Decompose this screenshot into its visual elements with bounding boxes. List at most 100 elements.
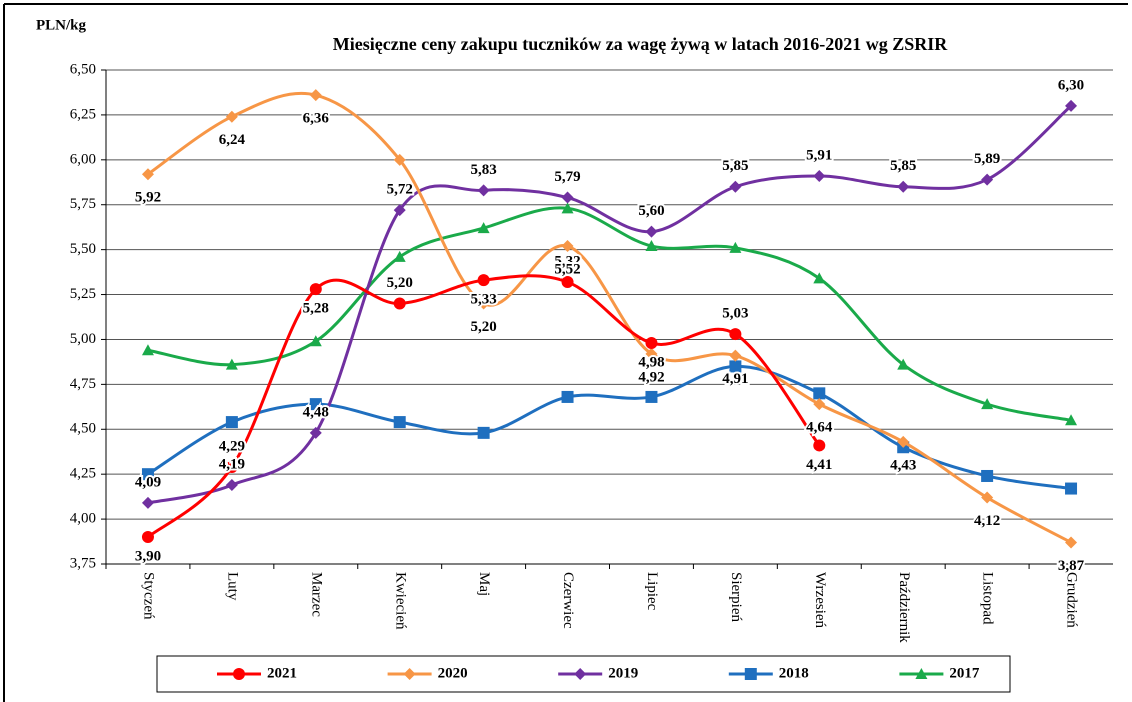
marker: [141, 344, 154, 356]
y-tick-label: 4,25: [70, 466, 96, 482]
x-tick-label: Styczeń: [141, 572, 157, 620]
marker: [225, 358, 238, 370]
y-tick-label: 5,25: [70, 286, 96, 302]
marker: [477, 426, 490, 439]
marker: [574, 668, 587, 680]
marker: [813, 439, 826, 452]
marker: [897, 180, 910, 193]
data-label: 4,64: [806, 420, 833, 436]
data-label: 4,91: [722, 371, 748, 387]
marker: [403, 668, 416, 680]
data-label: 5,33: [471, 292, 497, 308]
data-label: 5,72: [387, 182, 413, 198]
marker: [561, 390, 574, 403]
data-label: 5,28: [303, 301, 329, 317]
data-label: 4,41: [806, 457, 832, 473]
data-label: 5,89: [974, 151, 1000, 167]
marker: [561, 240, 574, 253]
marker: [225, 110, 238, 123]
data-label: 5,85: [890, 158, 916, 174]
marker: [744, 668, 757, 680]
data-label: 4,43: [890, 457, 916, 473]
series-line: [147, 364, 1072, 491]
marker: [1065, 99, 1078, 112]
data-label: 4,92: [638, 369, 664, 385]
x-tick-label: Lipiec: [644, 572, 660, 611]
marker: [981, 469, 994, 482]
marker: [141, 531, 154, 544]
marker: [645, 347, 658, 360]
marker: [309, 89, 322, 102]
marker: [729, 349, 742, 362]
marker: [1065, 482, 1078, 495]
marker: [897, 435, 910, 448]
y-tick-label: 5,00: [70, 331, 96, 347]
marker: [477, 297, 490, 310]
y-tick-label: 3,75: [70, 555, 96, 571]
marker: [393, 416, 406, 429]
marker: [813, 387, 826, 400]
marker: [1065, 414, 1078, 426]
legend-label: 2018: [779, 665, 809, 681]
y-axis-label: PLN/kg: [36, 17, 87, 33]
x-tick-label: Grudzień: [1064, 572, 1080, 628]
marker: [981, 173, 994, 186]
data-label: 6,30: [1058, 77, 1084, 93]
marker: [393, 297, 406, 310]
y-tick-label: 4,75: [70, 376, 96, 392]
x-tick-label: Czerwiec: [560, 572, 576, 629]
marker: [225, 460, 238, 473]
data-label: 5,32: [554, 253, 580, 269]
data-label: 4,12: [974, 513, 1000, 529]
x-tick-label: Maj: [476, 572, 492, 596]
legend-label: 2020: [438, 665, 468, 681]
marker: [561, 275, 574, 288]
data-label: 5,60: [638, 203, 664, 219]
data-label: 5,20: [471, 319, 497, 335]
series-line: [147, 91, 1072, 544]
y-tick-label: 4,00: [70, 511, 96, 527]
y-tick-label: 6,00: [70, 151, 96, 167]
data-label: 4,19: [219, 456, 245, 472]
marker: [309, 335, 322, 347]
data-label: 5,03: [722, 306, 748, 322]
chart-title: Miesięczne ceny zakupu tuczników za wagę…: [333, 34, 948, 54]
marker: [729, 241, 742, 253]
y-tick-label: 4,50: [70, 421, 96, 437]
y-tick-label: 6,25: [70, 106, 96, 122]
data-label: 5,83: [471, 162, 497, 178]
data-label: 5,92: [135, 190, 161, 206]
x-tick-label: Kwiecień: [392, 572, 408, 630]
legend-label: 2019: [608, 665, 638, 681]
marker: [645, 240, 658, 252]
marker: [729, 180, 742, 193]
marker: [561, 202, 574, 214]
x-tick-label: Marzec: [308, 572, 324, 617]
marker: [309, 398, 322, 411]
marker: [141, 468, 154, 481]
data-label: 5,91: [806, 147, 832, 163]
data-label: 4,09: [135, 474, 161, 490]
marker: [1065, 536, 1078, 549]
marker: [309, 283, 322, 296]
data-label: 5,85: [722, 158, 748, 174]
data-label: 6,24: [219, 132, 246, 148]
y-tick-label: 5,75: [70, 196, 96, 212]
marker: [981, 398, 994, 410]
marker: [645, 337, 658, 350]
marker: [915, 668, 928, 679]
marker: [477, 222, 490, 234]
data-label: 3,87: [1058, 558, 1085, 574]
y-tick-label: 5,50: [70, 241, 96, 257]
marker: [981, 491, 994, 504]
marker: [233, 668, 245, 680]
marker: [141, 168, 154, 181]
series-line: [147, 104, 1073, 505]
data-label: 5,52: [554, 261, 580, 277]
legend-label: 2021: [267, 665, 297, 681]
data-label: 4,29: [219, 438, 245, 454]
x-tick-label: Październik: [896, 572, 912, 643]
marker: [477, 184, 490, 197]
x-tick-label: Wrzesień: [812, 572, 828, 629]
